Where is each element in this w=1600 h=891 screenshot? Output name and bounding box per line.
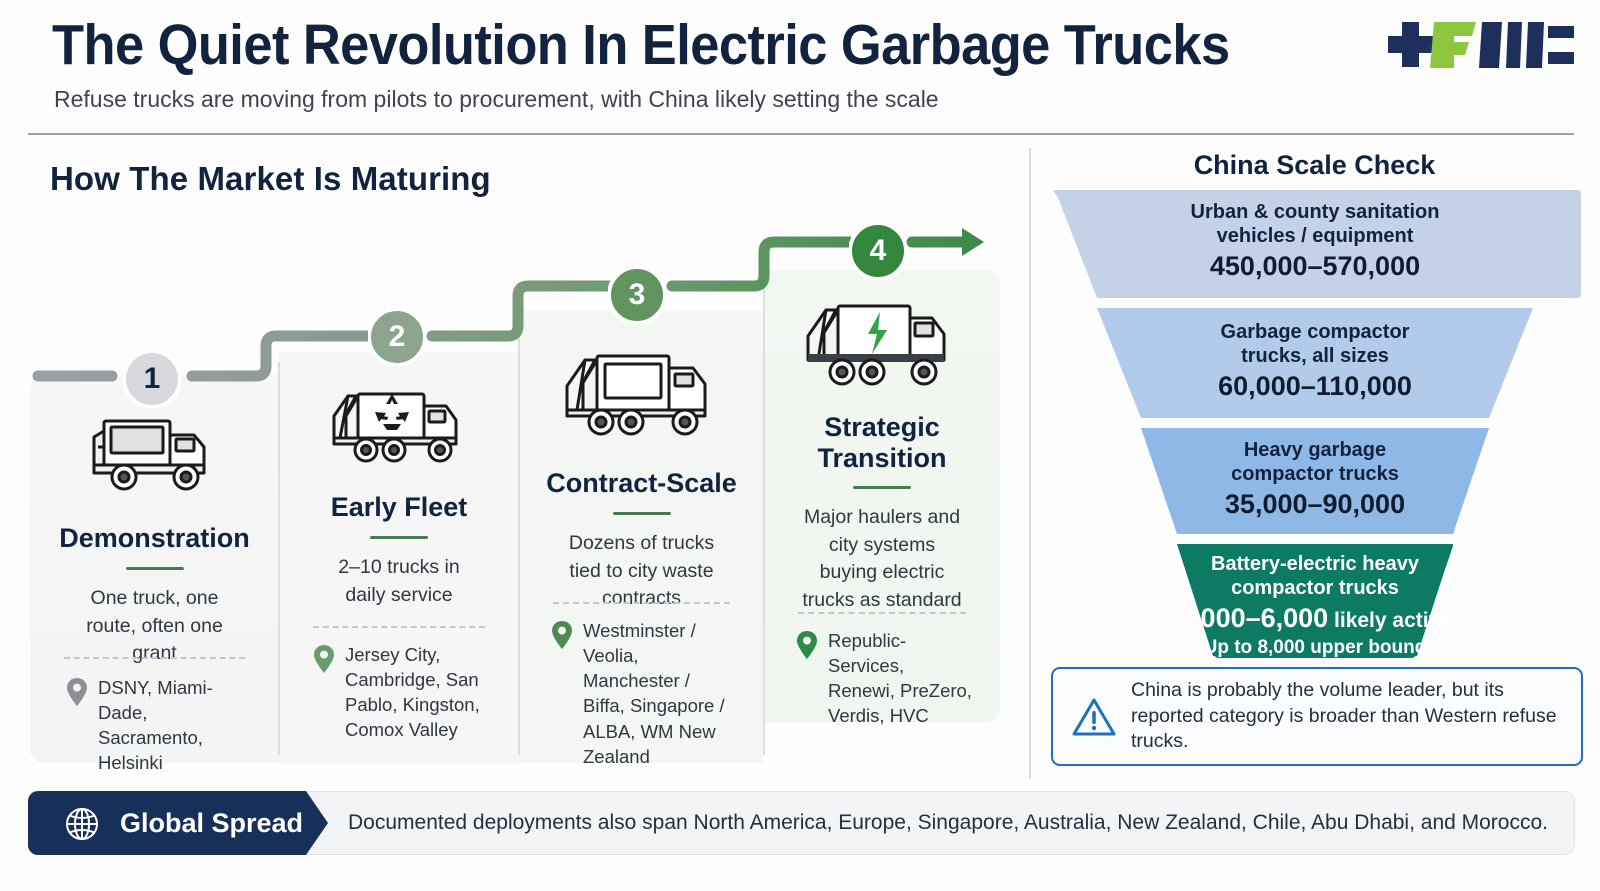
funnel-segment-3-label-line1: Heavy garbage	[1243, 439, 1387, 461]
garbage-truck-icon	[80, 407, 230, 507]
warning-triangle-icon	[1071, 696, 1117, 738]
location-pin-icon	[313, 644, 335, 674]
step-card-rule-2	[370, 536, 428, 539]
step-card-rule-4	[853, 486, 911, 489]
step-card-examples-3: Westminster / Veolia, Manchester / Biffa…	[551, 618, 736, 769]
step-card-examples-text-1: DSNY, Miami-Dade, Sacramento, Helsinki	[98, 677, 213, 774]
funnel-segment-3: Heavy garbage compactor trucks 35,000–90…	[1045, 426, 1585, 538]
step-card-title-4: Strategic Transition	[817, 412, 947, 473]
funnel-segment-4-text: Battery-electric heavy compactor trucks …	[1045, 552, 1585, 660]
step-card-3[interactable]: Contract-Scale Dozens of trucks tied to …	[519, 300, 764, 767]
step-circle-2[interactable]: 2	[367, 307, 427, 367]
funnel-segment-1-value: 450,000–570,000	[1209, 251, 1421, 281]
step-card-examples-1: DSNY, Miami-Dade, Sacramento, Helsinki	[66, 675, 247, 776]
step-card-desc-1: One truck, one route, often one grant	[86, 587, 223, 665]
step-card-desc-2: 2–10 trucks in daily service	[338, 556, 460, 606]
step-number-3: 3	[628, 278, 646, 311]
step-card-examples-text-3: Westminster / Veolia, Manchester / Biffa…	[583, 620, 725, 767]
china-caveat-text: China is probably the volume leader, but…	[1131, 678, 1557, 753]
funnel-segment-4: Battery-electric heavy compactor trucks …	[1045, 542, 1585, 660]
page-subtitle: Refuse trucks are moving from pilots to …	[54, 86, 939, 112]
step-card-examples-text-4: Republic-Services, Renewi, PreZero, Verd…	[828, 630, 972, 727]
footer: Global Spread Documented deployments als…	[28, 791, 1575, 855]
step-number-1: 1	[143, 362, 161, 395]
funnel-segment-1: Urban & county sanitation vehicles / equ…	[1045, 186, 1585, 302]
step-card-desc-4: Major haulers and city systems buying el…	[802, 506, 962, 612]
step-circle-1[interactable]: 1	[122, 349, 182, 409]
step-card-title-3: Contract-Scale	[546, 468, 737, 498]
recycling-truck-icon	[324, 380, 474, 480]
funnel-segment-2-label-line2: trucks, all sizes	[1241, 345, 1389, 367]
step-card-rule-1	[125, 567, 184, 570]
funnel-segment-3-text: Heavy garbage compactor trucks 35,000–90…	[1045, 438, 1585, 520]
footer-tag-label: Global Spread	[120, 808, 304, 838]
step-card-4[interactable]: Strategic Transition Major haulers and c…	[764, 260, 1000, 726]
step-card-dash-3	[553, 602, 730, 604]
left-section-heading: How The Market Is Maturing	[50, 160, 491, 197]
china-scale-funnel: Urban & county sanitation vehicles / equ…	[1045, 186, 1585, 658]
funnel-segment-2-label-line1: Garbage compactor	[1220, 321, 1410, 343]
funnel-segment-1-text: Urban & county sanitation vehicles / equ…	[1045, 200, 1585, 282]
step-number-4: 4	[869, 234, 887, 267]
funnel-title: China Scale Check	[1193, 150, 1436, 180]
step-number-2: 2	[388, 320, 406, 353]
funnel-segment-3-label-line2: compactor trucks	[1231, 463, 1399, 485]
step-circle-4[interactable]: 4	[848, 221, 908, 281]
step-card-dash-2	[313, 626, 485, 628]
funnel-segment-1-label-line2: vehicles / equipment	[1216, 225, 1414, 247]
funnel-segment-4-value-row: 2,000–6,000 likely active	[1045, 602, 1585, 634]
china-caveat-note: China is probably the volume leader, but…	[1051, 667, 1583, 766]
step-card-examples-4: Republic-Services, Renewi, PreZero, Verd…	[796, 628, 972, 729]
funnel-segment-2: Garbage compactor trucks, all sizes 60,0…	[1045, 306, 1585, 422]
funnel-segment-1-label-line1: Urban & county sanitation	[1190, 201, 1440, 223]
step-card-examples-text-2: Jersey City, Cambridge, San Pablo, Kings…	[345, 644, 480, 741]
funnel-segment-3-value: 35,000–90,000	[1224, 489, 1406, 519]
funnel-segment-4-label-line1: Battery-electric heavy	[1211, 553, 1419, 575]
step-card-desc-3: Dozens of trucks tied to city waste cont…	[568, 532, 715, 610]
step-card-dash-4	[798, 612, 966, 614]
recycling-symbol	[375, 394, 409, 430]
step-card-2[interactable]: Early Fleet 2–10 trucks in daily service…	[279, 340, 519, 751]
location-pin-icon	[796, 630, 818, 660]
step-card-dash-1	[64, 657, 245, 659]
footer-tag	[28, 791, 328, 855]
step-card-title-2: Early Fleet	[330, 492, 468, 522]
electric-truck-icon	[798, 292, 966, 397]
step-card-examples-2: Jersey City, Cambridge, San Pablo, Kings…	[313, 642, 491, 743]
step-card-rule-3	[612, 512, 671, 515]
funnel-segment-4-sub: Up to 8,000 upper bound	[1203, 637, 1427, 659]
funnel-segment-4-value-suffix: likely active	[1328, 609, 1452, 632]
globe-icon	[64, 806, 100, 842]
funnel-segment-4-label-line2: compactor trucks	[1231, 577, 1399, 599]
fi-logo	[1372, 10, 1578, 80]
location-pin-icon	[551, 620, 573, 650]
location-pin-icon	[66, 677, 88, 707]
header: The Quiet Revolution In Electric Garbage…	[0, 0, 1600, 136]
compactor-truck-icon	[557, 342, 727, 447]
funnel-segment-2-text: Garbage compactor trucks, all sizes 60,0…	[1045, 320, 1585, 402]
step-circle-3[interactable]: 3	[607, 265, 667, 325]
header-divider	[28, 133, 1574, 135]
footer-text: Documented deployments also span North A…	[348, 811, 1548, 834]
maturity-staircase	[30, 228, 1000, 763]
section-divider	[1029, 148, 1031, 778]
step-card-title-1: Demonstration	[59, 523, 250, 553]
page-title: The Quiet Revolution In Electric Garbage…	[52, 13, 1230, 77]
funnel-segment-4-value: 2,000–6,000	[1178, 603, 1329, 633]
step-card-1[interactable]: Demonstration One truck, one route, ofte…	[30, 375, 279, 773]
lightning-bolt-icon	[868, 312, 887, 354]
funnel-segment-2-value: 60,000–110,000	[1218, 371, 1412, 401]
